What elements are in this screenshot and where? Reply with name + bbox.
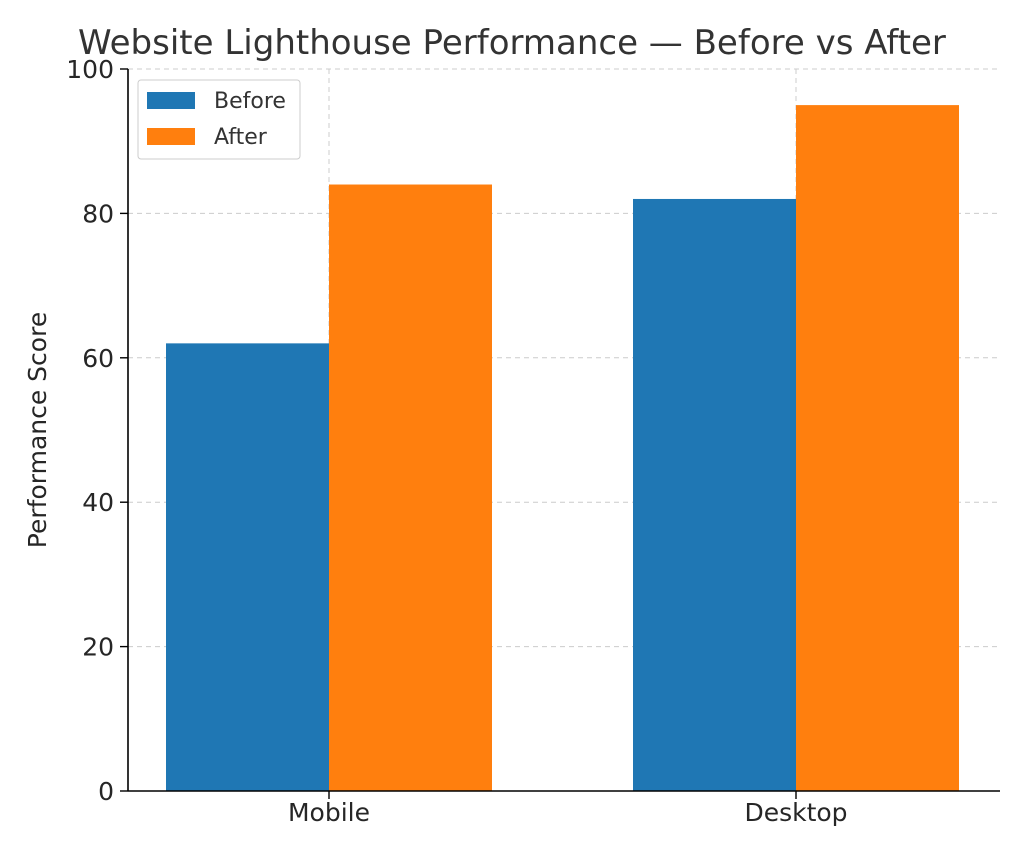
y-tick-label: 100: [66, 55, 114, 84]
y-axis-label: Performance Score: [23, 312, 52, 548]
legend-swatch-after: [147, 128, 195, 145]
axes: [127, 69, 1000, 792]
legend: Before After: [137, 79, 301, 160]
y-tick-label: 80: [82, 199, 114, 228]
y-ticks: 0 20 40 60 80 100: [66, 55, 128, 806]
legend-swatch-before: [147, 92, 195, 109]
legend-label-before: Before: [214, 89, 286, 114]
bars: [166, 105, 959, 792]
x-ticks: Mobile Desktop: [288, 791, 848, 827]
chart-title: Website Lighthouse Performance — Before …: [78, 23, 946, 63]
y-tick-label: 40: [82, 488, 114, 517]
bar-after-desktop: [796, 105, 959, 792]
y-tick-label: 20: [82, 633, 114, 662]
bar-after-mobile: [329, 184, 492, 791]
bar-before-mobile: [166, 343, 329, 791]
legend-label-after: After: [214, 125, 268, 150]
bar-before-desktop: [633, 198, 796, 791]
x-tick-label-desktop: Desktop: [744, 798, 847, 827]
y-tick-label: 60: [82, 344, 114, 373]
y-tick-label: 0: [98, 777, 114, 806]
x-tick-label-mobile: Mobile: [288, 798, 370, 827]
